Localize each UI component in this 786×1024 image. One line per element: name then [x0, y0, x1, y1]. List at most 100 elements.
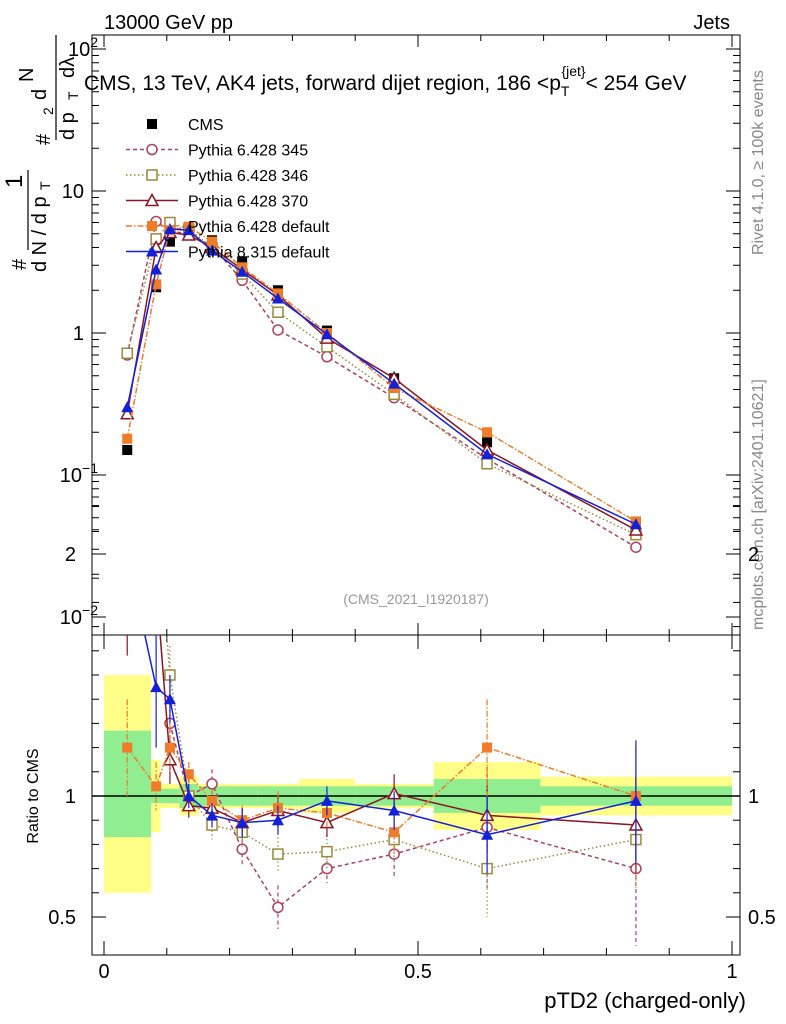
legend-marker-cms [147, 119, 157, 129]
ratio-tick-label: 1 [65, 786, 76, 808]
svg-text:dλ: dλ [57, 57, 79, 78]
ratio-marker [121, 548, 133, 559]
svg-text:T: T [37, 181, 53, 190]
ratio-line [165, 635, 637, 870]
series-marker [272, 306, 284, 318]
analysis-label: (CMS_2021_I1920187) [343, 591, 489, 607]
svg-text:d N / d p: d N / d p [29, 196, 51, 272]
ratio-tick-label-right: 2 [748, 544, 759, 566]
ratio-marker [182, 790, 195, 801]
svg-text:d: d [29, 89, 51, 100]
legend-label: Pythia 6.428 370 [188, 194, 308, 211]
y-tick-label: 1 [73, 323, 84, 345]
ratio-marker [164, 742, 175, 753]
axes: 0 0.5 1 102 10 1 10−1 10−2 0.5 0.5 1 1 2 2 [48, 34, 776, 983]
cms-data-point [164, 236, 175, 247]
series-pythia-8-315-default [121, 223, 642, 530]
series-pythia-6-428-370 [119, 224, 644, 536]
cms-data-point [122, 444, 133, 455]
legend-marker [146, 169, 158, 181]
ratio-tick-label-right: 0.5 [748, 907, 776, 929]
cms-data-point [482, 437, 493, 448]
y-tick-label: 10 [62, 181, 84, 203]
svg-text:2: 2 [40, 107, 56, 115]
ratio-tick-label-right: 1 [748, 786, 759, 808]
ratio-marker [271, 814, 284, 826]
mcplots-label: mcplots.cern.ch [arXiv:2401.10621] [750, 379, 767, 630]
series-marker [206, 244, 219, 256]
y-axis-title-main: # 1 d N / d p T # 2 d N d p T dλ [1, 35, 81, 272]
ratio-marker [207, 795, 218, 806]
series-marker [481, 458, 493, 470]
ratio-marker [321, 845, 333, 858]
legend-marker [147, 221, 157, 231]
series-marker [121, 401, 134, 413]
x-tick-label: 0 [98, 961, 109, 983]
x-tick-label: 1 [726, 961, 737, 983]
y-tick-label: 102 [68, 34, 98, 61]
ratio-marker [236, 843, 248, 855]
series-marker [236, 265, 249, 277]
header-right: Jets [693, 12, 730, 34]
svg-text:d p: d p [57, 112, 79, 140]
rivet-label: Rivet 4.1.0, ≥ 100k events [750, 70, 767, 255]
series-marker [629, 518, 642, 530]
y-tick-label: 10−2 [60, 602, 98, 629]
x-tick-label: 0.5 [404, 961, 432, 983]
series-marker [122, 433, 133, 444]
ratio-series [164, 635, 642, 917]
ratio-marker [389, 827, 400, 838]
series-marker [321, 351, 333, 363]
y-tick-label: 10−1 [60, 460, 98, 487]
ratio-marker [183, 769, 194, 780]
series-marker [628, 522, 644, 536]
ratio-marker [236, 816, 249, 828]
series-marker [207, 236, 218, 247]
ratio-series [121, 548, 642, 874]
series-marker [271, 292, 284, 304]
series-marker [151, 279, 162, 290]
ratio-marker [272, 901, 284, 914]
header-left: 13000 GeV pp [104, 12, 233, 34]
ratio-marker [163, 693, 176, 705]
legend-marker [144, 192, 160, 207]
ratio-marker [629, 794, 642, 806]
legend-marker [146, 143, 158, 156]
series-line [126, 231, 637, 531]
svg-text:#: # [33, 133, 55, 145]
series-marker [481, 448, 494, 460]
series-marker [320, 328, 333, 340]
svg-text:#: # [9, 258, 31, 270]
svg-text:1: 1 [1, 175, 28, 188]
legend-marker [146, 245, 158, 257]
series-marker [182, 224, 195, 236]
series-marker [272, 324, 284, 336]
legend-label: Pythia 6.428 346 [188, 168, 308, 185]
series-marker [121, 347, 133, 360]
ratio-frame [91, 634, 741, 956]
chart-title: CMS, 13 TeV, AK4 jets, forward dijet reg… [84, 63, 687, 99]
legend-label: Pythia 8.315 default [188, 245, 330, 262]
series-line [126, 228, 637, 525]
series-marker [150, 263, 163, 275]
y-axis-title-ratio: Ratio to CMS [25, 748, 42, 843]
legend-label-cms: CMS [188, 117, 224, 134]
legend-label: Pythia 6.428 345 [188, 143, 308, 160]
legend-label: Pythia 6.428 default [188, 219, 330, 236]
series-marker [630, 541, 642, 553]
ratio-marker [150, 681, 163, 693]
svg-text:N: N [16, 68, 38, 82]
ratio-marker [150, 577, 162, 588]
svg-text:T: T [65, 91, 81, 100]
legend: CMS Pythia 6.428 345 Pythia 6.428 346 Pythi… [126, 117, 330, 262]
ratio-tick-label: 2 [65, 544, 76, 566]
series-marker [482, 427, 493, 438]
x-axis-title: pTD2 (charged-only) [544, 988, 746, 1013]
series-marker [388, 377, 401, 389]
ratio-marker [151, 781, 162, 792]
series-marker [119, 406, 135, 420]
ratio-marker [122, 742, 133, 753]
ratio-marker [272, 848, 284, 860]
ratio-marker [388, 804, 401, 816]
ratio-marker [121, 577, 133, 588]
